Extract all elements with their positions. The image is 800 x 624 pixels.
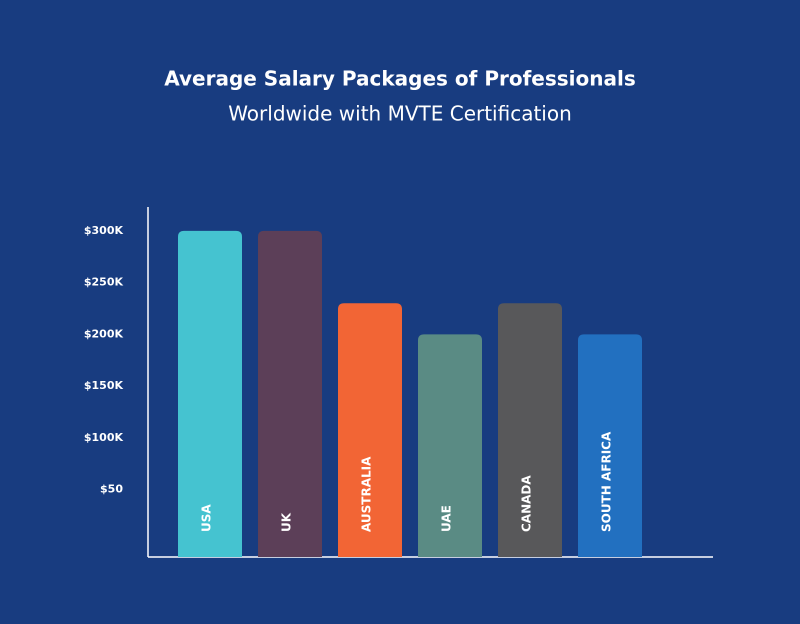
- bar: [578, 334, 642, 557]
- bar: [418, 334, 482, 557]
- y-tick-label: $300K: [84, 224, 124, 237]
- y-tick-label: $150K: [84, 379, 124, 392]
- category-label: SOUTH AFRICA: [600, 431, 614, 532]
- y-tick-label: $200K: [84, 327, 124, 340]
- bar: [498, 303, 562, 557]
- y-tick-label: $250K: [84, 276, 124, 289]
- bar: [258, 230, 322, 557]
- y-tick-label: $100K: [84, 431, 124, 444]
- category-label: CANADA: [520, 475, 534, 532]
- category-label: AUSTRALIA: [360, 456, 374, 532]
- bar: [338, 303, 402, 557]
- category-label: USA: [200, 504, 214, 532]
- category-label: UK: [280, 512, 294, 532]
- chart-title: Average Salary Packages of Professionals: [164, 67, 636, 91]
- bar: [178, 230, 242, 557]
- category-label: UAE: [440, 505, 454, 532]
- chart-subtitle: Worldwide with MVTE Certification: [228, 102, 572, 126]
- y-tick-label: $50: [100, 483, 123, 496]
